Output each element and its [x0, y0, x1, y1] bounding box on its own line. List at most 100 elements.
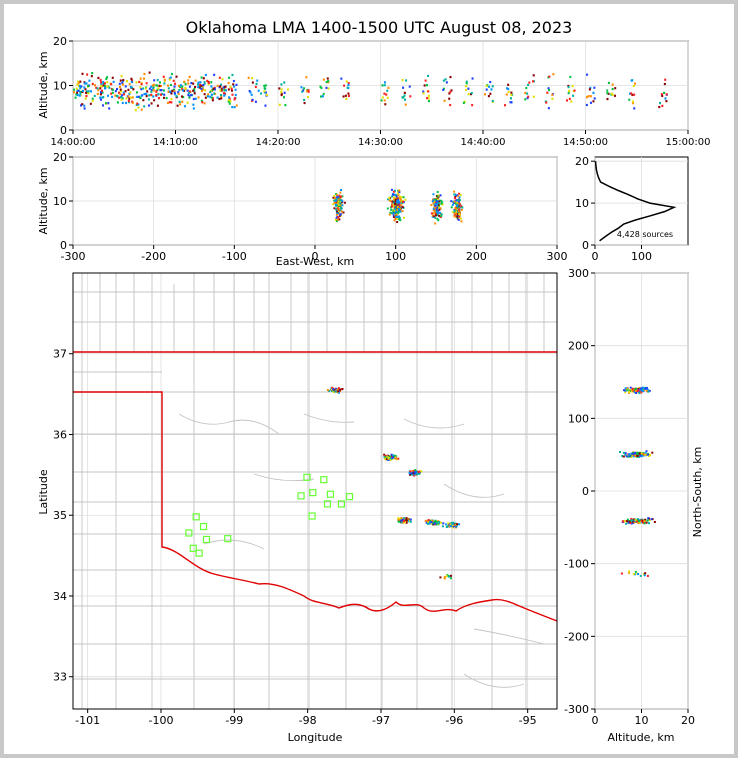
plan-source-point	[445, 523, 448, 526]
ew-source-point	[453, 214, 456, 217]
ns-tick-label: 100	[568, 412, 589, 425]
ew-source-point	[388, 213, 391, 216]
time-height-point	[118, 85, 121, 89]
plan-source-point	[451, 526, 454, 529]
time-height-point	[97, 89, 100, 92]
ew-source-point	[394, 193, 397, 196]
ew-source-point	[339, 214, 342, 217]
plan-source-point	[456, 523, 459, 526]
time-height-point	[199, 81, 202, 84]
ew-source-point	[391, 200, 394, 203]
ns-tick-label: 300	[568, 267, 589, 280]
ew-source-point	[394, 198, 397, 201]
plan-source-point	[385, 454, 388, 457]
plan-source-point	[385, 458, 388, 461]
ew-source-point	[395, 213, 398, 216]
time-height-point	[139, 86, 142, 89]
plan-source-point	[332, 388, 335, 391]
ew-source-point	[436, 197, 439, 200]
plan-source-point	[394, 456, 397, 459]
ew-source-point	[395, 215, 398, 218]
ns-source-point	[639, 518, 642, 521]
time-height-point	[223, 93, 226, 96]
time-height-point	[628, 98, 631, 101]
latitude-tick-label: 34	[53, 590, 67, 603]
time-height-point	[422, 92, 425, 95]
time-height-point	[84, 88, 87, 91]
time-height-point	[320, 95, 323, 98]
ew-source-point	[436, 211, 439, 214]
time-height-point	[75, 93, 78, 96]
ew-source-point	[336, 218, 339, 221]
ew-source-point	[334, 203, 337, 206]
ew-source-point	[436, 212, 439, 215]
time-height-point	[144, 87, 147, 90]
ns-source-point	[644, 387, 647, 390]
time-height-point	[148, 87, 151, 90]
plan-source-point	[394, 457, 397, 460]
time-height-point	[254, 85, 257, 89]
time-height-point	[198, 83, 201, 86]
ew-source-point	[398, 217, 401, 220]
ns-source-point	[633, 573, 636, 576]
time-height-point	[85, 82, 88, 85]
time-height-point	[120, 75, 123, 78]
plan-source-point	[397, 520, 400, 523]
ew-source-point	[394, 203, 397, 206]
time-height-point	[216, 84, 219, 87]
ns-source-point	[653, 520, 656, 523]
time-height-point	[283, 91, 286, 94]
lma-station-marker	[224, 535, 232, 543]
time-height-point	[163, 93, 166, 96]
time-height-point	[100, 83, 103, 86]
time-height-point	[203, 82, 206, 85]
time-height-point	[130, 80, 133, 84]
ns-source-point	[639, 574, 642, 577]
time-tick-label: 14:40:00	[461, 137, 506, 148]
ew-source-point	[434, 200, 437, 203]
ew-source-point	[337, 206, 340, 209]
time-height-point	[471, 77, 474, 80]
time-height-point	[87, 92, 90, 95]
time-height-point	[264, 91, 267, 94]
time-height-point	[168, 78, 171, 81]
time-height-point	[222, 91, 225, 95]
ew-source-point	[454, 212, 457, 215]
ew-source-point	[337, 200, 340, 203]
time-height-point	[345, 97, 348, 101]
time-height-point	[106, 76, 109, 79]
time-height-point	[427, 100, 430, 103]
lma-station-marker	[199, 522, 208, 531]
plan-source-point	[384, 456, 387, 459]
time-height-point	[83, 104, 86, 107]
time-height-point	[224, 85, 227, 88]
time-height-point	[449, 75, 452, 79]
time-height-point	[180, 95, 183, 98]
ew-source-point	[332, 196, 335, 199]
time-height-point	[119, 93, 122, 96]
time-height-point	[137, 95, 140, 98]
time-height-point	[213, 92, 216, 95]
time-height-point	[664, 78, 667, 81]
ns-source-point	[643, 453, 646, 456]
ew-source-point	[459, 214, 462, 217]
time-height-point	[264, 104, 267, 107]
ns-tick-label: -300	[564, 703, 589, 716]
ew-source-point	[437, 203, 440, 206]
ns-source-point	[631, 388, 634, 391]
time-height-point	[633, 93, 636, 96]
ns-height-ylabel: North-South, km	[691, 447, 704, 538]
time-height-point	[532, 95, 535, 98]
time-height-point	[386, 89, 389, 92]
time-height-point	[401, 79, 404, 82]
ns-source-point	[636, 454, 639, 457]
plan-source-point	[405, 517, 408, 520]
time-tick-label: 14:20:00	[256, 137, 301, 148]
longitude-tick-label: -96	[445, 714, 463, 727]
time-height-point	[99, 98, 102, 101]
time-height-point	[80, 85, 83, 88]
time-height-point	[223, 88, 226, 92]
time-height-point	[286, 88, 289, 91]
time-height-point	[148, 104, 151, 107]
time-height-point	[192, 82, 195, 85]
